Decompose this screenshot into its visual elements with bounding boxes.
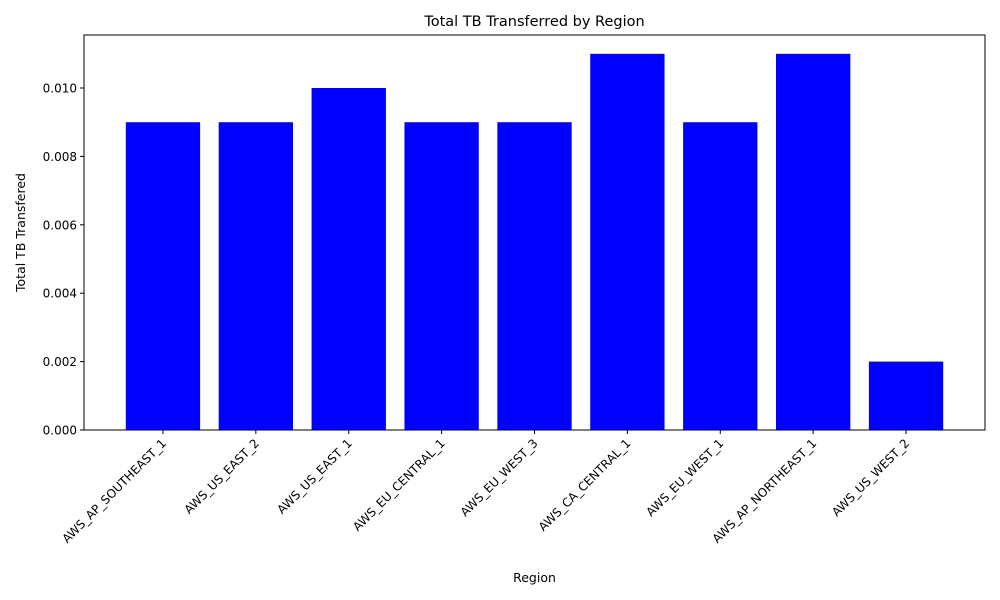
y-tick-label: 0.000 <box>43 424 77 438</box>
bar-aws-ap-southeast-1 <box>125 122 201 431</box>
bar-aws-ca-central-1 <box>590 53 665 431</box>
y-tick-label: 0.002 <box>43 355 77 369</box>
x-axis-label: Region <box>513 570 556 585</box>
bar-aws-us-east-2 <box>218 122 293 431</box>
bar-aws-ap-northeast-1 <box>776 53 851 431</box>
bar-aws-us-west-2 <box>868 361 944 430</box>
bar-aws-eu-west-1 <box>683 122 758 431</box>
y-tick-label: 0.004 <box>43 287 77 301</box>
bar-aws-eu-central-1 <box>404 122 479 431</box>
plot-frame <box>83 34 986 431</box>
bar-aws-eu-west-3 <box>497 122 572 431</box>
y-axis-label: Total TB Transfered <box>13 173 28 293</box>
bar-group <box>125 53 944 431</box>
y-axis: 0.000 0.002 0.004 0.006 0.008 0.010 <box>43 82 84 438</box>
y-tick-label: 0.006 <box>43 218 77 232</box>
y-tick-label: 0.010 <box>43 82 77 96</box>
bar-aws-us-east-1 <box>311 88 386 430</box>
y-tick-label: 0.008 <box>43 150 77 164</box>
chart-title: Total TB Transferred by Region <box>423 14 644 30</box>
